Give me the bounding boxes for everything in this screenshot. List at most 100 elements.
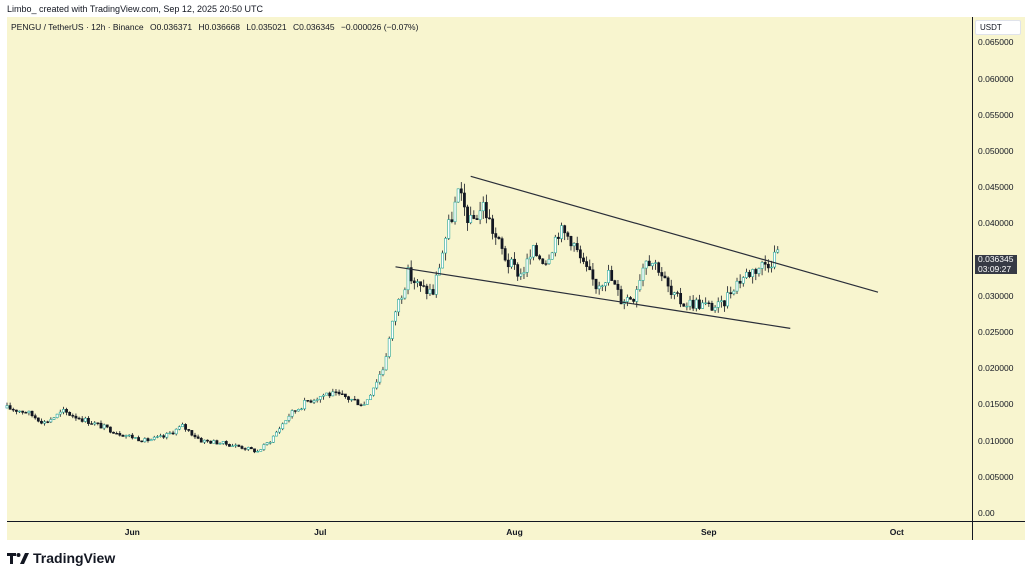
- candle-down: [137, 437, 140, 442]
- candle-up: [218, 443, 222, 445]
- candle-up: [469, 214, 473, 223]
- price-tick-label: 0.055000: [978, 109, 1014, 120]
- candle-up: [52, 417, 56, 420]
- candle-up: [528, 256, 532, 260]
- price-tick-label: 0.045000: [978, 182, 1014, 193]
- attribution: Limbo_ created with TradingView.com, Sep…: [7, 4, 263, 14]
- candle-down: [112, 431, 115, 434]
- candle-down: [466, 206, 469, 223]
- candle-up: [134, 437, 137, 439]
- candle-down: [99, 422, 103, 429]
- candle-up: [181, 424, 184, 428]
- candle-down: [190, 430, 194, 436]
- candle-up: [403, 289, 407, 299]
- candle-down: [46, 421, 50, 423]
- symbol-legend: PENGU / TetherUS · 12h · Binance O0.0363…: [11, 22, 422, 32]
- candle-down: [488, 217, 491, 220]
- candle-up: [268, 442, 272, 444]
- candle-up: [732, 290, 736, 295]
- tradingview-logo[interactable]: TradingView: [7, 550, 115, 566]
- legend-symbol[interactable]: PENGU / TetherUS · 12h · Binance: [11, 22, 144, 32]
- candle-up: [394, 311, 397, 322]
- candle-down: [585, 261, 589, 267]
- candle-down: [409, 267, 413, 282]
- candle-up: [406, 267, 410, 291]
- candle-up: [525, 258, 529, 273]
- candle-down: [90, 423, 93, 425]
- candle-down: [544, 263, 548, 265]
- candle-up: [704, 302, 708, 304]
- candle-up: [745, 271, 748, 278]
- time-tick-label: Aug: [506, 527, 523, 537]
- last-price-value: 0.036345: [978, 254, 1014, 264]
- candle-up: [152, 436, 156, 440]
- legend-low: L0.035021: [246, 22, 287, 32]
- candle-down: [763, 262, 767, 265]
- candle-up: [246, 447, 250, 450]
- candle-down: [647, 260, 651, 267]
- candle-up: [654, 262, 657, 264]
- candle-up: [604, 282, 607, 287]
- candle-up: [481, 202, 485, 212]
- candle-down: [293, 410, 297, 412]
- candle-up: [519, 273, 523, 277]
- candle-down: [666, 277, 670, 287]
- candle-up: [331, 391, 335, 397]
- candle-down: [419, 281, 422, 286]
- candle-up: [375, 381, 379, 389]
- candle-down: [669, 285, 673, 295]
- candle-up: [694, 299, 698, 309]
- candle-up: [149, 439, 153, 442]
- candle-up: [303, 400, 307, 410]
- candle-up: [124, 435, 128, 437]
- candle-down: [766, 263, 770, 269]
- candle-up: [312, 400, 316, 403]
- candle-down: [425, 285, 429, 294]
- candle-down: [33, 415, 37, 419]
- candle-up: [478, 210, 482, 220]
- legend-close: C0.036345: [292, 22, 335, 32]
- candle-up: [127, 434, 131, 437]
- candle-down: [610, 270, 614, 281]
- candle-up: [672, 292, 676, 295]
- candle-down: [459, 188, 463, 194]
- candle-up: [58, 411, 62, 415]
- candle-down: [748, 271, 751, 277]
- candle-up: [387, 338, 391, 357]
- currency-badge[interactable]: USDT: [975, 20, 1021, 35]
- candle-up: [27, 410, 31, 414]
- candle-down: [77, 417, 81, 420]
- candle-down: [30, 410, 34, 417]
- trendline-group: [395, 175, 879, 329]
- candle-down: [118, 433, 122, 436]
- candle-down: [431, 289, 435, 295]
- candle-up: [372, 387, 375, 396]
- candle-up: [322, 394, 325, 397]
- candle-down: [96, 422, 100, 424]
- time-tick-label: Oct: [889, 527, 904, 537]
- candle-down: [497, 237, 501, 239]
- candle-down: [356, 399, 360, 406]
- candle-up: [202, 439, 206, 443]
- candle-up: [362, 404, 366, 406]
- candle-up: [400, 297, 404, 300]
- time-axis[interactable]: [7, 522, 972, 540]
- candle-down: [184, 424, 187, 430]
- price-tick-label: 0.005000: [978, 471, 1014, 482]
- candle-down: [616, 283, 620, 290]
- trendline-lower: [395, 266, 791, 329]
- candle-up: [428, 289, 432, 294]
- candle-down: [516, 264, 520, 277]
- candle-up: [441, 252, 444, 269]
- candle-down: [343, 393, 347, 397]
- candle-up: [638, 280, 642, 290]
- candle-down: [566, 232, 570, 237]
- candle-up: [444, 238, 448, 254]
- candle-down: [71, 415, 75, 417]
- candle-down: [412, 280, 416, 284]
- candle-up: [284, 420, 288, 425]
- legend-high: H0.036668: [198, 22, 241, 32]
- candle-up: [625, 297, 629, 302]
- price-tick-label: 0.030000: [978, 290, 1014, 301]
